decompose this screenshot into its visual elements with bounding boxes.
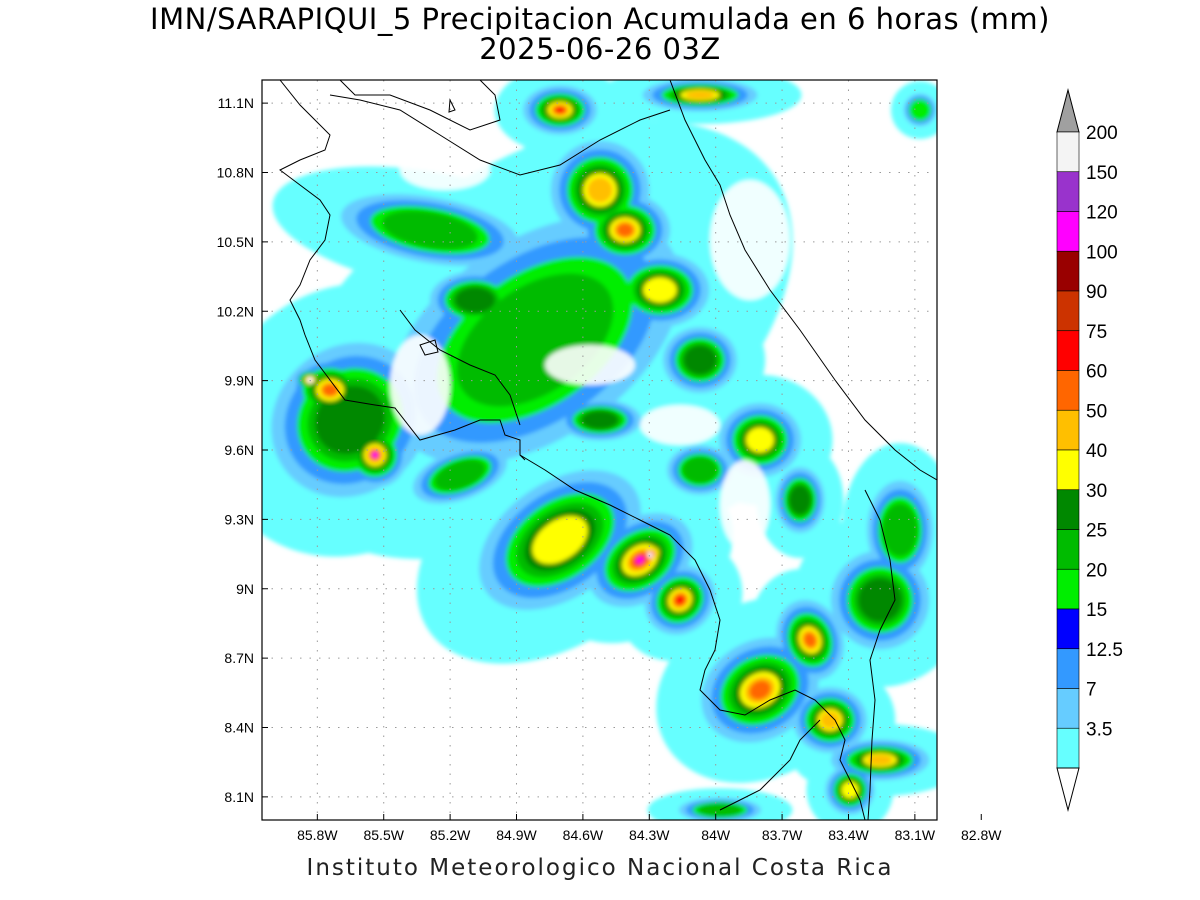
colorbar-label: 30 (1086, 481, 1107, 502)
colorbar-swatch (1056, 648, 1080, 689)
colorbar-label: 40 (1086, 441, 1107, 462)
colorbar-label: 90 (1086, 282, 1107, 303)
coast-line (669, 80, 937, 481)
lon-tick-label: 83.4W (828, 827, 869, 843)
lon-tick-label: 84.6W (563, 827, 604, 843)
colorbar-top-arrow (1056, 88, 1080, 133)
colorbar-swatch (1056, 330, 1080, 371)
colorbar-swatch (1056, 568, 1080, 610)
colorbar: 200 150 120 100 90 75 60 50 40 30 25 20 15 12.5 7 3.5 (1056, 88, 1123, 812)
lat-tick-label: 10.2N (217, 303, 254, 319)
colorbar-swatch (1056, 211, 1080, 252)
colorbar-label: 7 (1086, 680, 1097, 701)
lon-tick-label: 85.2W (430, 827, 471, 843)
colorbar-label: 75 (1086, 322, 1107, 343)
coast-line (399, 309, 521, 426)
colorbar-label: 60 (1086, 362, 1107, 383)
lon-tick-label: 83.1W (895, 827, 936, 843)
colorbar-label: 120 (1086, 203, 1118, 224)
colorbar-label: 50 (1086, 401, 1107, 422)
colorbar-label: 150 (1086, 163, 1118, 184)
colorbar-swatch (1056, 727, 1080, 769)
lon-tick-label: 84W (701, 827, 731, 843)
colorbar-label: 100 (1086, 242, 1118, 263)
chart-title: IMN/SARAPIQUI_5 Precipitacion Acumulada … (150, 2, 1050, 36)
lat-tick-label: 8.7N (224, 650, 254, 666)
coast-line (519, 454, 866, 820)
colorbar-swatch (1056, 250, 1080, 292)
lat-tick-label: 8.1N (224, 789, 254, 805)
colorbar-label: 3.5 (1086, 719, 1112, 740)
precipitation-field (262, 80, 937, 820)
coast-line (279, 80, 331, 336)
coast-line (339, 80, 501, 131)
colorbar-swatch (1056, 131, 1080, 173)
colorbar-swatch (1056, 171, 1080, 212)
coast-line (304, 334, 526, 461)
colorbar-swatch (1056, 290, 1080, 332)
coast-line (864, 489, 896, 820)
colorbar-swatch (1056, 489, 1080, 530)
lat-tick-label: 9N (236, 581, 254, 597)
lon-tick-label: 85.5W (363, 827, 404, 843)
colorbar-label: 200 (1086, 123, 1118, 144)
coast-line (719, 719, 821, 811)
colorbar-swatch (1056, 370, 1080, 411)
footer-credit: Instituto Meteorologico Nacional Costa R… (306, 855, 894, 881)
lat-tick-label: 9.9N (224, 373, 254, 389)
lat-tick-label: 8.4N (224, 720, 254, 736)
colorbar-label: 15 (1086, 600, 1107, 621)
lon-tick-label: 84.3W (629, 827, 670, 843)
coast-line (329, 94, 671, 176)
colorbar-bottom-arrow (1056, 767, 1080, 812)
lat-tick-label: 10.5N (217, 234, 254, 250)
colorbar-label: 12.5 (1086, 640, 1123, 661)
colorbar-swatch (1056, 608, 1080, 650)
lon-tick-label: 83.7W (762, 827, 803, 843)
chart-datetime: 2025-06-26 03Z (479, 32, 721, 66)
lon-tick-label: 85.8W (297, 827, 338, 843)
colorbar-swatch (1056, 409, 1080, 451)
lon-tick-label: 82.8W (961, 827, 1002, 843)
colorbar-swatch (1056, 688, 1080, 729)
colorbar-label: 25 (1086, 521, 1107, 542)
colorbar-swatch (1056, 449, 1080, 491)
coast-line (419, 339, 439, 356)
lat-tick-label: 11.1N (218, 95, 254, 111)
lat-tick-label: 9.3N (224, 511, 254, 527)
lat-tick-label: 9.6N (224, 442, 254, 458)
lon-tick-label: 84.9W (496, 827, 537, 843)
lat-tick-label: 10.8N (217, 165, 254, 181)
axis-ticks: 85.8W 85.5W 85.2W 84.9W 84.6W 84.3W 84W 83.7W 83… (217, 95, 1003, 843)
colorbar-swatch (1056, 529, 1080, 570)
coastline-borders (279, 80, 937, 820)
colorbar-label: 20 (1086, 560, 1107, 581)
